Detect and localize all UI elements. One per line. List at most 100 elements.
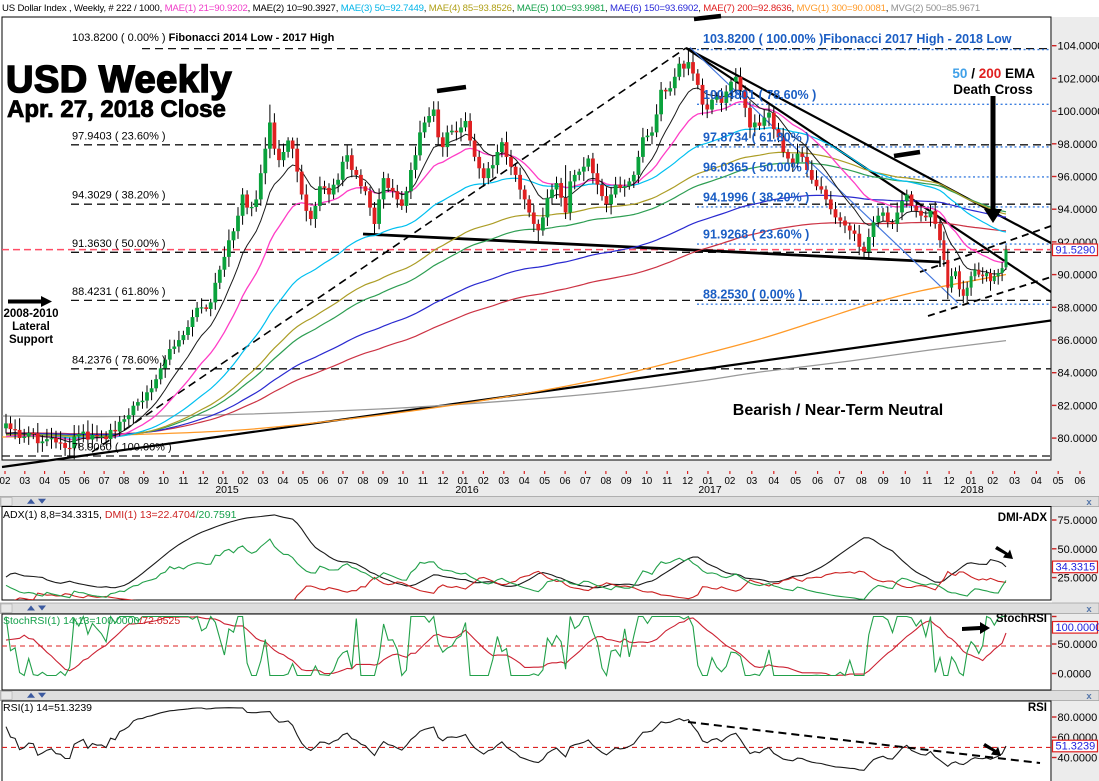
svg-text:103.8200 ( 100.00% )Fibonacci: 103.8200 ( 100.00% )Fibonacci 2017 High … [703,32,1012,46]
svg-text:01: 01 [703,476,714,487]
svg-text:82.0000: 82.0000 [1058,400,1098,412]
svg-text:RSI: RSI [1028,702,1047,714]
svg-text:98.0000: 98.0000 [1058,139,1098,151]
svg-text:09: 09 [138,476,149,487]
svg-text:86.0000: 86.0000 [1058,335,1098,347]
svg-text:12: 12 [198,476,209,487]
svg-text:05: 05 [59,476,70,487]
svg-text:96.0000: 96.0000 [1058,172,1098,184]
svg-text:StochRSI: StochRSI [996,613,1047,625]
svg-text:90.0000: 90.0000 [1058,270,1098,282]
svg-text:03: 03 [746,476,757,487]
svg-text:80.0000: 80.0000 [1058,712,1098,724]
svg-text:06: 06 [1075,476,1086,487]
svg-text:06: 06 [812,476,823,487]
svg-text:2008-2010: 2008-2010 [4,308,59,320]
svg-text:12: 12 [438,476,449,487]
svg-text:07: 07 [580,476,591,487]
svg-text:07: 07 [99,476,110,487]
svg-text:11: 11 [922,476,932,487]
svg-text:04: 04 [768,476,779,487]
svg-text:RSI(1) 14=51.3239: RSI(1) 14=51.3239 [3,702,92,714]
svg-text:x: x [1086,691,1092,702]
svg-text:80.0000: 80.0000 [1058,433,1098,445]
svg-text:40.0000: 40.0000 [1058,753,1098,765]
svg-text:x: x [1086,604,1092,615]
svg-text:78.9060 ( 100.00% ): 78.9060 ( 100.00% ) [72,442,172,454]
svg-text:08: 08 [600,476,611,487]
svg-text:07: 07 [834,476,845,487]
svg-text:01: 01 [218,476,229,487]
svg-text:97.8734 ( 61.80% ): 97.8734 ( 61.80% ) [703,130,809,144]
svg-text:91.3630 ( 50.00% ): 91.3630 ( 50.00% ) [72,238,166,250]
svg-text:Lateral: Lateral [12,321,50,333]
svg-text:50.0000: 50.0000 [1058,639,1098,651]
svg-text:08: 08 [118,476,129,487]
svg-text:102.0000: 102.0000 [1058,73,1099,85]
svg-text:2015: 2015 [215,484,239,496]
svg-text:01: 01 [458,476,469,487]
svg-text:Apr. 27, 2018 Close: Apr. 27, 2018 Close [7,96,226,123]
svg-text:02: 02 [987,476,998,487]
svg-text:100.4801 ( 78.60% ): 100.4801 ( 78.60% ) [703,88,816,102]
svg-text:34.3315: 34.3315 [1056,562,1096,574]
svg-text:10: 10 [641,476,652,487]
svg-text:06: 06 [560,476,571,487]
svg-text:91.9268 ( 23.60% ): 91.9268 ( 23.60% ) [703,228,809,242]
svg-text:USD Weekly: USD Weekly [6,59,232,101]
svg-text:88.2530 ( 0.00% ): 88.2530 ( 0.00% ) [703,288,802,302]
svg-text:09: 09 [378,476,389,487]
svg-text:05: 05 [539,476,550,487]
svg-text:x: x [1086,497,1092,508]
svg-text:100.0000: 100.0000 [1056,622,1099,634]
svg-text:02: 02 [238,476,249,487]
svg-text:03: 03 [1009,476,1020,487]
svg-text:11: 11 [662,476,672,487]
svg-text:84.0000: 84.0000 [1058,368,1098,380]
svg-text:04: 04 [278,476,289,487]
svg-text:50 / 200 EMA: 50 / 200 EMA [952,66,1035,81]
svg-text:12: 12 [682,476,693,487]
svg-text:100.0000: 100.0000 [1058,106,1099,118]
svg-text:94.0000: 94.0000 [1058,204,1098,216]
svg-text:05: 05 [790,476,801,487]
svg-text:75.0000: 75.0000 [1058,515,1098,527]
svg-text:09: 09 [621,476,632,487]
svg-text:01: 01 [966,476,977,487]
svg-text:05: 05 [1053,476,1064,487]
svg-text:04: 04 [1031,476,1042,487]
svg-text:88.4231 ( 61.80% ): 88.4231 ( 61.80% ) [72,286,166,298]
svg-text:08: 08 [856,476,867,487]
svg-text:88.0000: 88.0000 [1058,302,1098,314]
svg-text:05: 05 [298,476,309,487]
svg-text:Bearish / Near-Term Neutral: Bearish / Near-Term Neutral [733,402,943,419]
svg-text:Death Cross: Death Cross [953,82,1033,97]
svg-text:06: 06 [318,476,329,487]
svg-text:StochRSI(1) 14;13=100.0000/72.: StochRSI(1) 14;13=100.0000/72.0525 [3,615,180,627]
svg-text:02: 02 [724,476,735,487]
svg-text:03: 03 [498,476,509,487]
svg-text:US Dollar Index , Weekly, # 22: US Dollar Index , Weekly, # 222 / 1000, … [2,3,980,14]
svg-text:12: 12 [944,476,955,487]
svg-text:25.0000: 25.0000 [1058,573,1098,585]
svg-text:94.1996 ( 38.20% ): 94.1996 ( 38.20% ) [703,190,809,204]
svg-text:11: 11 [178,476,188,487]
svg-text:07: 07 [338,476,349,487]
svg-text:10: 10 [900,476,911,487]
svg-text:104.0000: 104.0000 [1058,41,1099,53]
svg-text:11: 11 [418,476,428,487]
svg-text:10: 10 [158,476,169,487]
svg-text:09: 09 [878,476,889,487]
svg-text:97.9403 ( 23.60% ): 97.9403 ( 23.60% ) [72,130,166,142]
svg-text:0.0000: 0.0000 [1058,669,1092,681]
svg-text:51.3239: 51.3239 [1056,741,1096,753]
svg-text:ADX(1) 8,8=34.3315, DMI(1) 13=: ADX(1) 8,8=34.3315, DMI(1) 13=22.4704/20… [3,509,237,521]
svg-text:10: 10 [398,476,409,487]
svg-text:2016: 2016 [455,484,479,496]
svg-text:03: 03 [258,476,269,487]
svg-text:91.5290: 91.5290 [1056,244,1096,256]
svg-text:103.8200 ( 0.00% ) Fibonacci 2: 103.8200 ( 0.00% ) Fibonacci 2014 Low - … [72,32,335,44]
svg-text:08: 08 [358,476,369,487]
svg-text:DMI-ADX: DMI-ADX [998,512,1048,524]
svg-text:2018: 2018 [960,484,984,496]
